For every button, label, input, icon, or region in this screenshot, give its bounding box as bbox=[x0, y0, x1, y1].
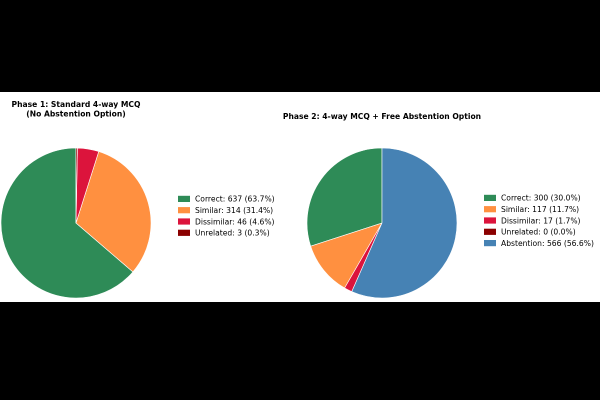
legend: Correct: 637 (63.7%) Similar: 314 (31.4%)… bbox=[178, 195, 275, 238]
legend-swatch-similar bbox=[178, 207, 190, 213]
pie-chart-2: Phase 2: 4-way MCQ + Free Abstention Opt… bbox=[283, 112, 594, 298]
figure: Phase 1: Standard 4-way MCQ (No Abstentio… bbox=[0, 92, 600, 302]
legend-swatch-correct bbox=[484, 195, 496, 201]
legend-label-correct: Correct: 637 (63.7%) bbox=[195, 195, 275, 204]
legend-swatch-unrelated bbox=[484, 229, 496, 235]
legend-label-unrelated: Unrelated: 0 (0.0%) bbox=[501, 228, 576, 237]
legend-label-dissimilar: Dissimilar: 17 (1.7%) bbox=[501, 216, 581, 225]
legend-label-correct: Correct: 300 (30.0%) bbox=[501, 194, 581, 203]
legend-swatch-correct bbox=[178, 196, 190, 202]
legend-swatch-unrelated bbox=[178, 230, 190, 236]
figure-canvas: Phase 1: Standard 4-way MCQ (No Abstentio… bbox=[0, 92, 600, 302]
legend-swatch-dissimilar bbox=[484, 217, 496, 223]
legend-label-abstention: Abstention: 566 (56.6%) bbox=[501, 239, 594, 248]
chart-title: Phase 1: Standard 4-way MCQ (No Abstentio… bbox=[12, 100, 141, 119]
legend-swatch-abstention bbox=[484, 240, 496, 246]
legend-label-similar: Similar: 117 (11.7%) bbox=[501, 205, 579, 214]
legend-swatch-similar bbox=[484, 206, 496, 212]
legend-label-unrelated: Unrelated: 3 (0.3%) bbox=[195, 229, 270, 238]
legend-label-similar: Similar: 314 (31.4%) bbox=[195, 206, 273, 215]
legend-label-dissimilar: Dissimilar: 46 (4.6%) bbox=[195, 217, 275, 226]
legend: Correct: 300 (30.0%) Similar: 117 (11.7%)… bbox=[484, 194, 594, 248]
legend-swatch-dissimilar bbox=[178, 218, 190, 224]
chart-title: Phase 2: 4-way MCQ + Free Abstention Opt… bbox=[283, 112, 481, 121]
pie-chart-1: Phase 1: Standard 4-way MCQ (No Abstentio… bbox=[1, 100, 275, 298]
